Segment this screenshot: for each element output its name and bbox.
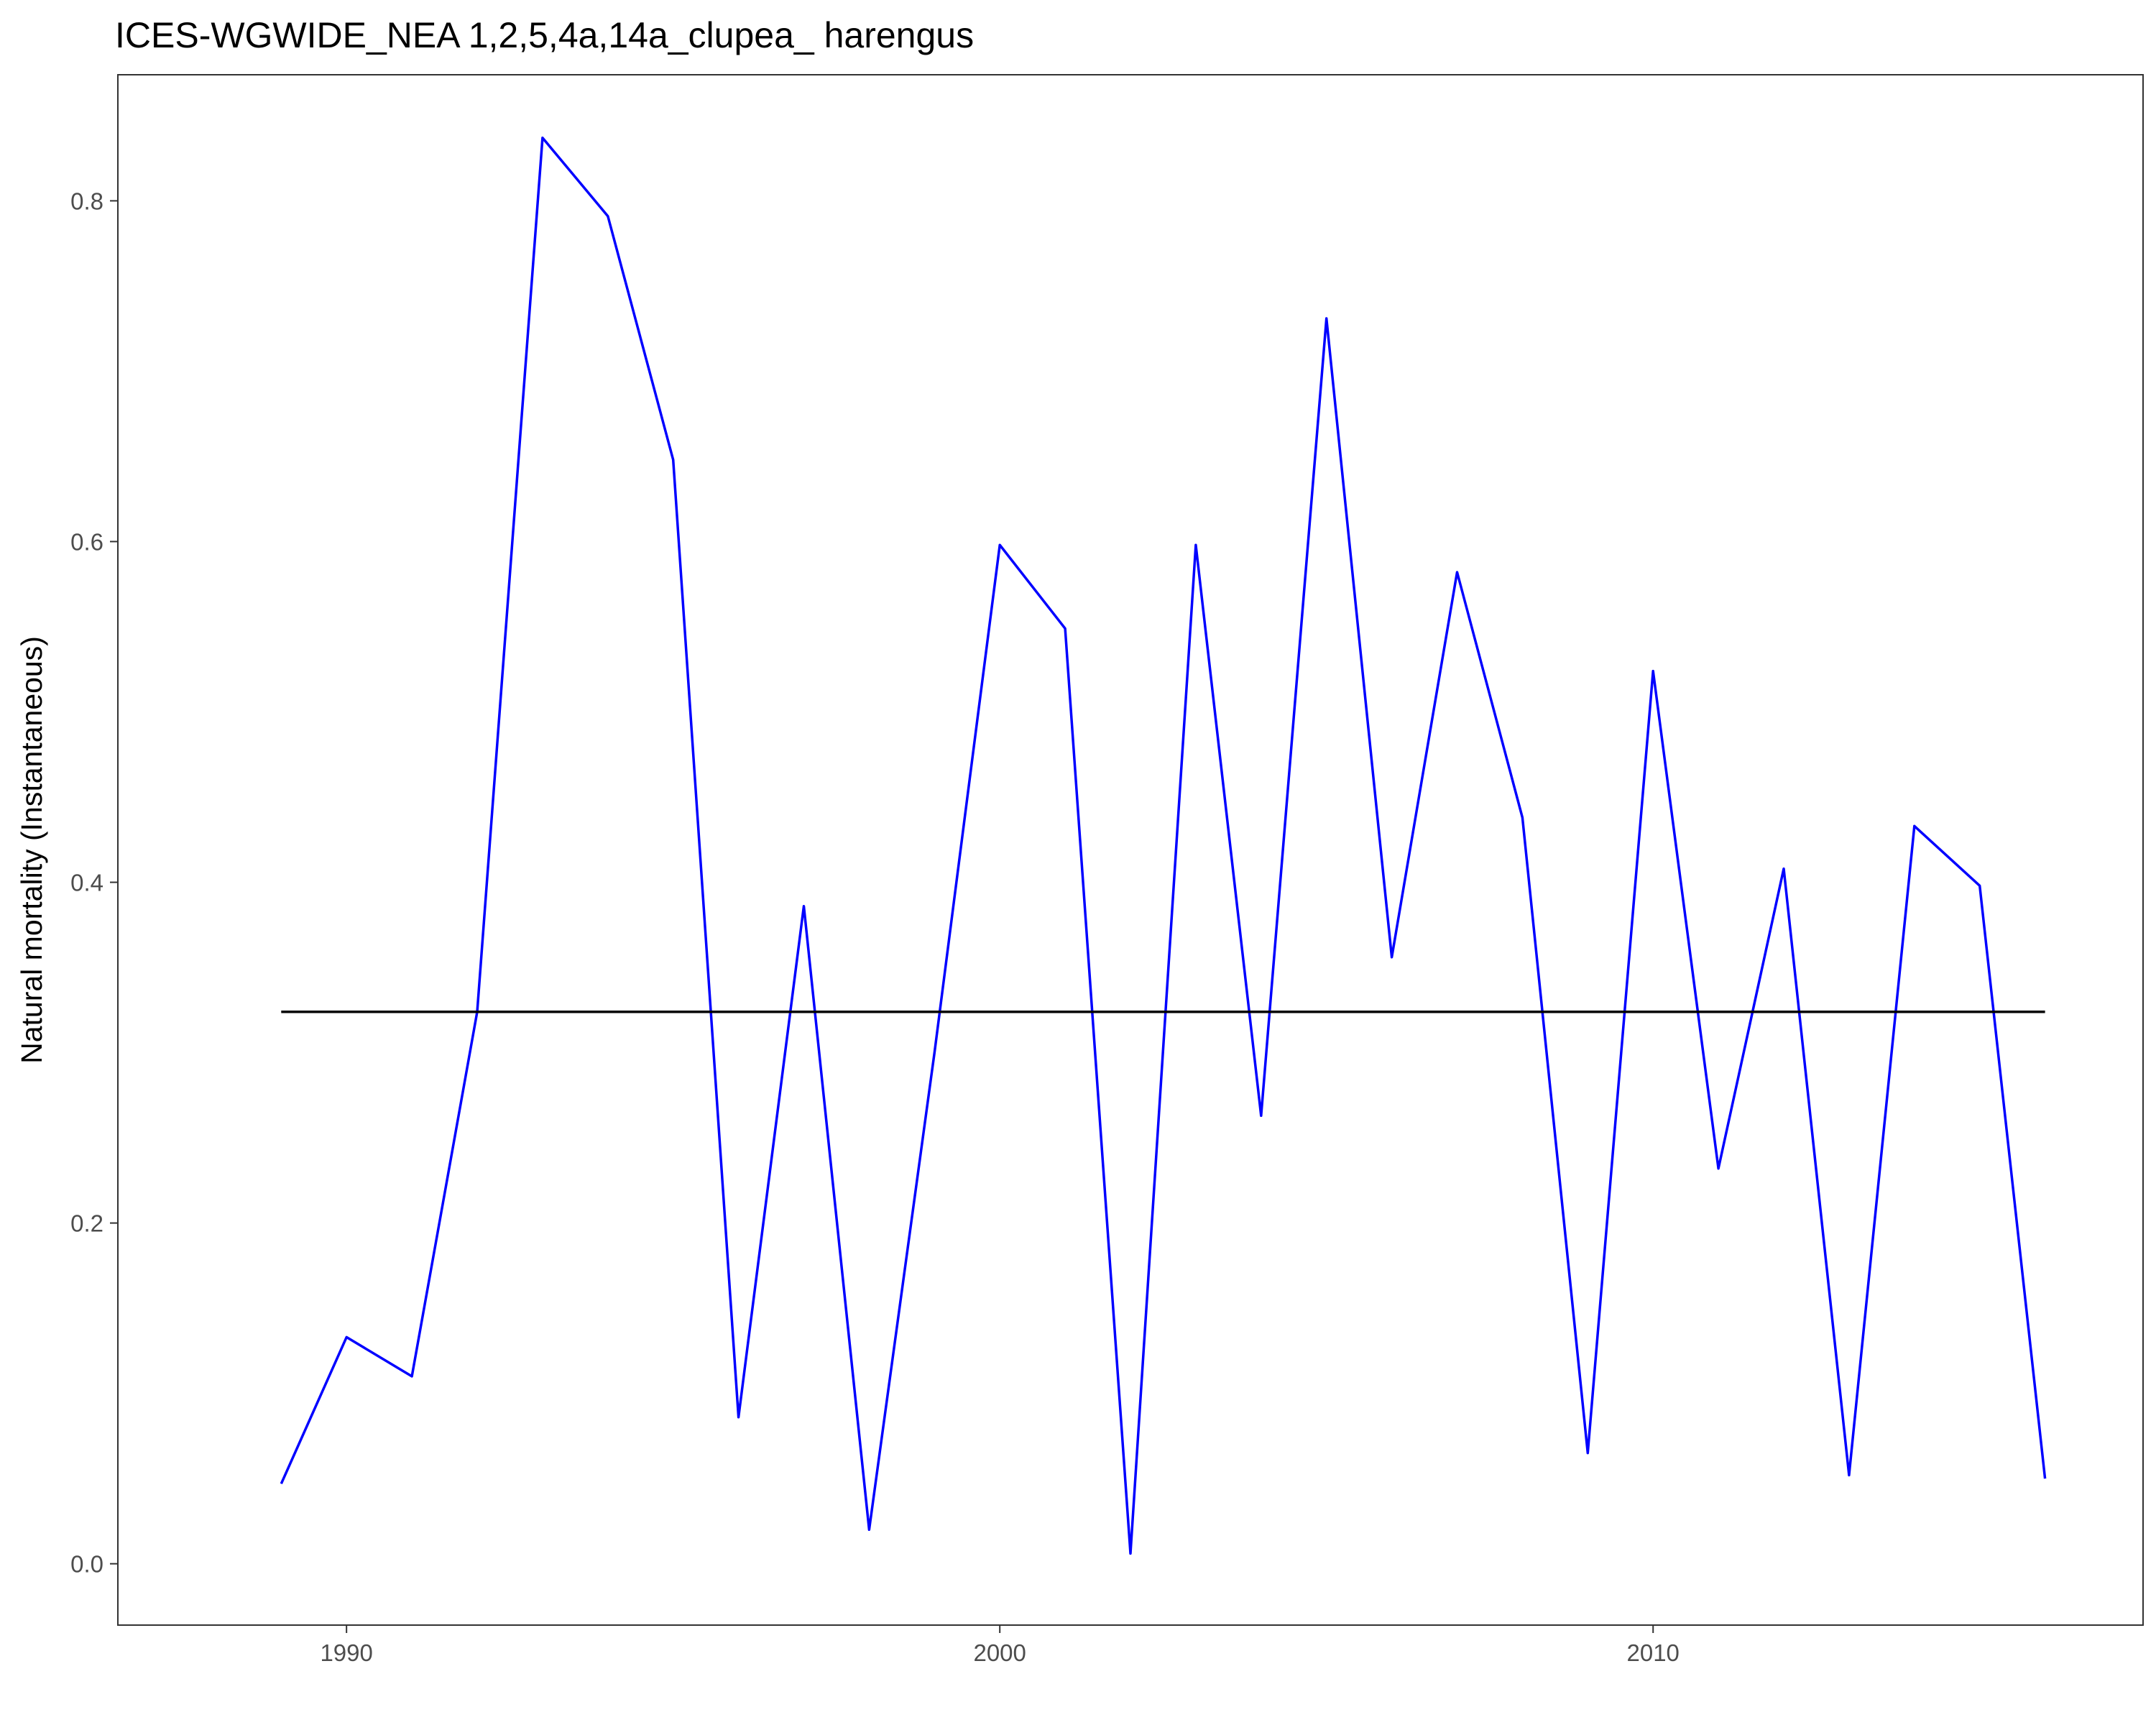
- chart-title: ICES-WGWIDE_NEA 1,2,5,4a,14a_clupea_ har…: [115, 15, 974, 55]
- y-tick-label: 0.8: [70, 188, 103, 214]
- y-axis: 0.0 0.2 0.4 0.6 0.8: [70, 188, 118, 1578]
- x-axis: 1990 2000 2010: [320, 1625, 1680, 1666]
- plot-panel-border: [117, 74, 2144, 1626]
- x-tick-label: 1990: [320, 1639, 372, 1666]
- series-line-natural-mortality: [280, 136, 2047, 1555]
- y-tick-label: 0.2: [70, 1210, 103, 1237]
- y-tick-label: 0.4: [70, 870, 103, 896]
- x-tick-label: 2010: [1627, 1639, 1680, 1666]
- y-tick-label: 0.0: [70, 1551, 103, 1578]
- y-axis-label: Natural mortality (Instantaneous): [15, 636, 48, 1064]
- series-layer: [280, 136, 2047, 1555]
- x-tick-label: 2000: [973, 1639, 1026, 1666]
- y-tick-label: 0.6: [70, 528, 103, 555]
